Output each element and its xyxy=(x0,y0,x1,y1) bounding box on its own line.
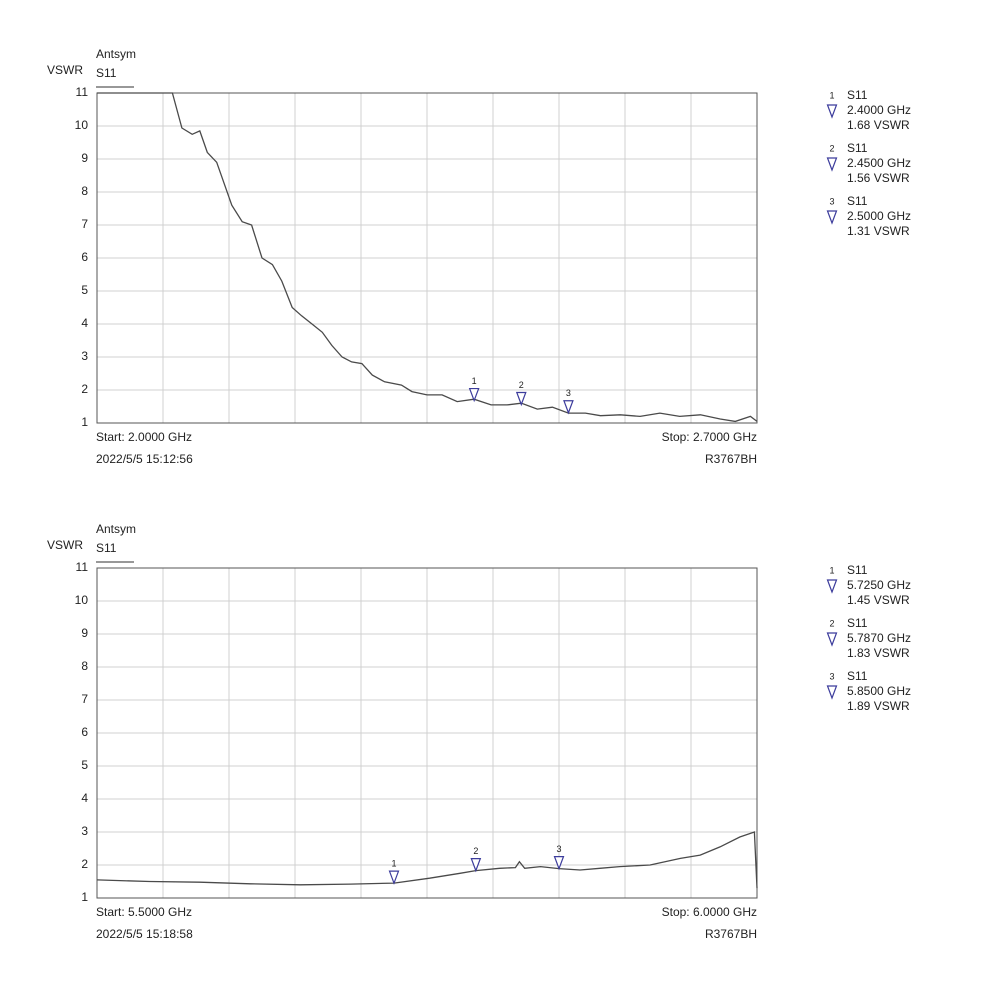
legend-value: 1.56 VSWR xyxy=(847,171,910,185)
y-tick-label: 7 xyxy=(81,217,88,231)
legend-frequency: 2.5000 GHz xyxy=(847,209,911,223)
legend-trace: S11 xyxy=(847,88,868,102)
legend-marker-triangle xyxy=(826,632,838,647)
y-tick-label: 3 xyxy=(81,824,88,838)
trace-line xyxy=(97,92,758,423)
legend-value: 1.83 VSWR xyxy=(847,646,910,660)
marker-number: 1 xyxy=(472,376,477,386)
y-tick-label: 1 xyxy=(81,415,88,429)
stop-label: Stop: 6.0000 GHz xyxy=(662,905,757,919)
chart-title: Antsym xyxy=(96,522,136,536)
start-label: Start: 5.5000 GHz xyxy=(96,905,192,919)
y-tick-label: 9 xyxy=(81,626,88,640)
trace-line xyxy=(96,831,758,889)
y-tick-label: 2 xyxy=(81,382,88,396)
marker-number: 3 xyxy=(566,388,571,398)
marker-number: 2 xyxy=(519,380,524,390)
plot-frame xyxy=(96,92,758,424)
trace-label: S11 xyxy=(96,66,117,80)
marker-number: 3 xyxy=(556,844,561,854)
legend-marker-number: 1 xyxy=(829,90,834,100)
y-tick-label: 7 xyxy=(81,692,88,706)
legend-value: 1.68 VSWR xyxy=(847,118,910,132)
legend-frequency: 5.7250 GHz xyxy=(847,578,911,592)
y-axis-label: VSWR xyxy=(47,538,83,552)
y-tick-label: 5 xyxy=(81,283,88,297)
marker-triangle xyxy=(553,856,565,871)
legend-trace: S11 xyxy=(847,669,868,683)
marker-triangle xyxy=(563,400,574,415)
legend-marker-triangle xyxy=(826,104,838,119)
trace-label: S11 xyxy=(96,541,117,555)
y-tick-label: 8 xyxy=(81,659,88,673)
legend-marker-number: 2 xyxy=(829,143,834,153)
legend-trace: S11 xyxy=(847,563,868,577)
legend-marker-triangle xyxy=(826,685,838,700)
timestamp: 2022/5/5 15:18:58 xyxy=(96,927,193,941)
y-tick-label: 6 xyxy=(81,250,88,264)
legend-marker-number: 3 xyxy=(829,196,834,206)
legend-frequency: 5.7870 GHz xyxy=(847,631,911,645)
marker-triangle xyxy=(468,387,480,403)
marker-triangle xyxy=(470,858,482,873)
y-tick-label: 10 xyxy=(75,118,89,132)
marker-number: 1 xyxy=(391,859,396,869)
y-tick-label: 11 xyxy=(76,85,89,99)
y-tick-label: 6 xyxy=(81,725,88,739)
chart-title: Antsym xyxy=(96,47,136,61)
instrument-id: R3767BH xyxy=(705,452,757,466)
legend-trace: S11 xyxy=(847,141,868,155)
timestamp: 2022/5/5 15:12:56 xyxy=(96,452,193,466)
y-tick-label: 9 xyxy=(81,151,88,165)
legend-frequency: 5.8500 GHz xyxy=(847,684,911,698)
y-tick-label: 1 xyxy=(81,890,88,904)
legend-marker-number: 3 xyxy=(829,671,834,681)
legend-marker-number: 1 xyxy=(829,565,834,575)
legend-value: 1.31 VSWR xyxy=(847,224,910,238)
y-tick-label: 10 xyxy=(75,593,89,607)
legend-trace: S11 xyxy=(847,616,868,630)
instrument-id: R3767BH xyxy=(705,927,757,941)
y-axis-label: VSWR xyxy=(47,63,83,77)
marker-number: 2 xyxy=(473,846,478,856)
legend-value: 1.45 VSWR xyxy=(847,593,910,607)
y-tick-label: 4 xyxy=(81,791,88,805)
legend-frequency: 2.4500 GHz xyxy=(847,156,911,170)
plot-frame xyxy=(96,567,758,899)
marker-triangle xyxy=(388,870,400,885)
y-tick-label: 11 xyxy=(76,560,89,574)
legend-trace: S11 xyxy=(847,194,868,208)
y-tick-label: 4 xyxy=(81,316,88,330)
legend-value: 1.89 VSWR xyxy=(847,699,910,713)
legend-marker-triangle xyxy=(826,210,838,225)
y-tick-label: 8 xyxy=(81,184,88,198)
marker-triangle xyxy=(515,391,527,407)
y-tick-label: 2 xyxy=(81,857,88,871)
stop-label: Stop: 2.7000 GHz xyxy=(662,430,757,444)
start-label: Start: 2.0000 GHz xyxy=(96,430,192,444)
legend-frequency: 2.4000 GHz xyxy=(847,103,911,117)
y-tick-label: 3 xyxy=(81,349,88,363)
y-tick-label: 5 xyxy=(81,758,88,772)
legend-marker-triangle xyxy=(826,157,838,172)
legend-marker-triangle xyxy=(826,579,838,594)
legend-marker-number: 2 xyxy=(829,618,834,628)
